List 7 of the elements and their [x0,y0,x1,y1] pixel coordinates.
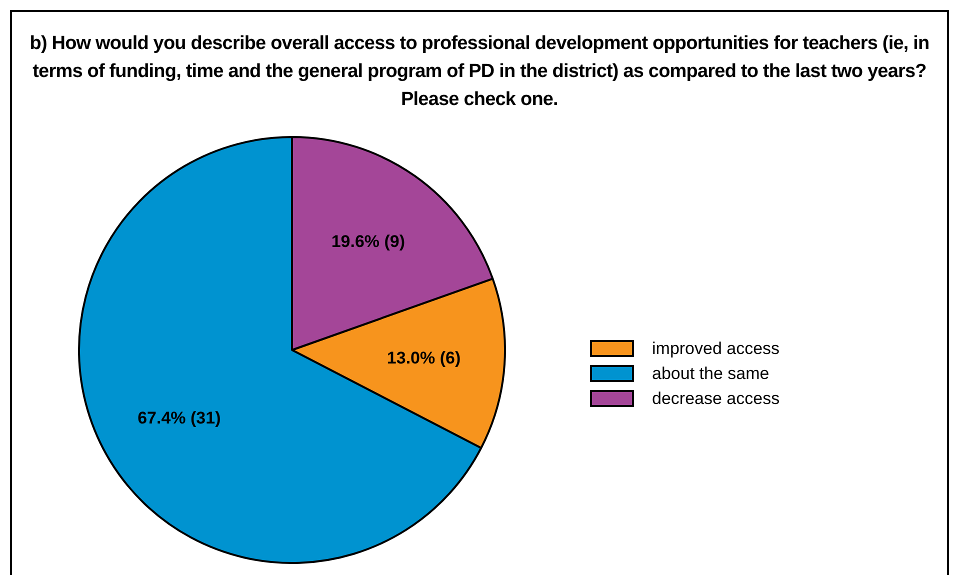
data-label: 67.4% (31) [138,408,221,428]
legend-label: decrease access [652,388,780,408]
legend-label: about the same [652,364,770,384]
chart-title: b) How would you describe overall access to professional development opportunities for teachers (ie, in terms of funding, time and the general program of PD in the district) as compared to the last two years? Please check one. [28,32,930,112]
legend-label: improved access [652,338,780,358]
data-label: 19.6% (9) [331,232,406,251]
data-label: 13.0% (6) [386,348,461,368]
